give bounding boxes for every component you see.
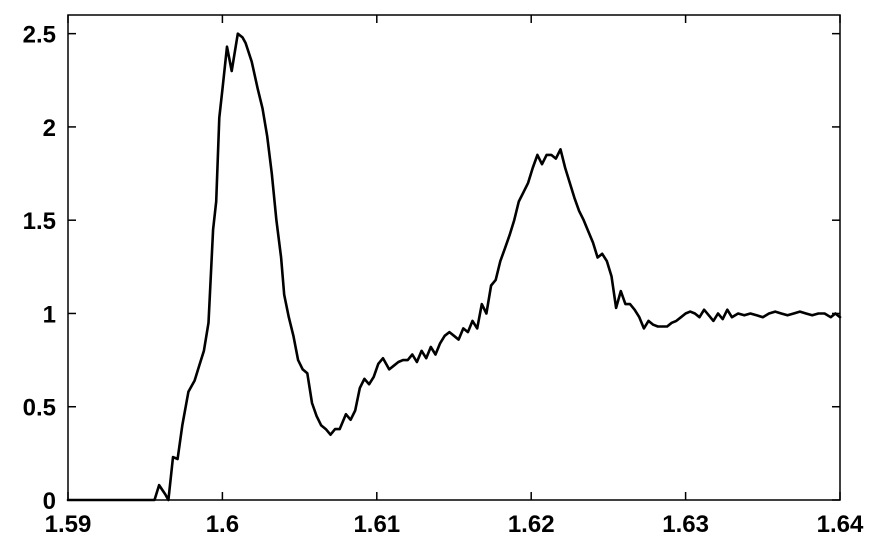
y-tick-label: 2.5 [23,22,56,49]
x-tick-label: 1.61 [353,511,400,538]
y-tick-label: 0 [43,488,56,515]
x-tick-label: 1.6 [206,511,239,538]
y-tick-label: 0.5 [23,395,56,422]
x-tick-label: 1.59 [45,511,92,538]
series-line [66,32,842,502]
series-layer [66,32,842,502]
y-tick-label: 2 [43,115,56,142]
x-tick-label: 1.64 [817,511,864,538]
axes: 0 0.5 1 1.5 2 2.5 1.59 1.6 1.61 1.62 1.63 1.64 [23,15,864,538]
y-tick-label: 1.5 [23,208,56,235]
plot-frame [67,14,841,501]
x-tick-label: 1.62 [508,511,555,538]
x-tick-label: 1.63 [662,511,709,538]
y-tick-label: 1 [43,301,56,328]
plot-frame-layer [67,14,841,501]
